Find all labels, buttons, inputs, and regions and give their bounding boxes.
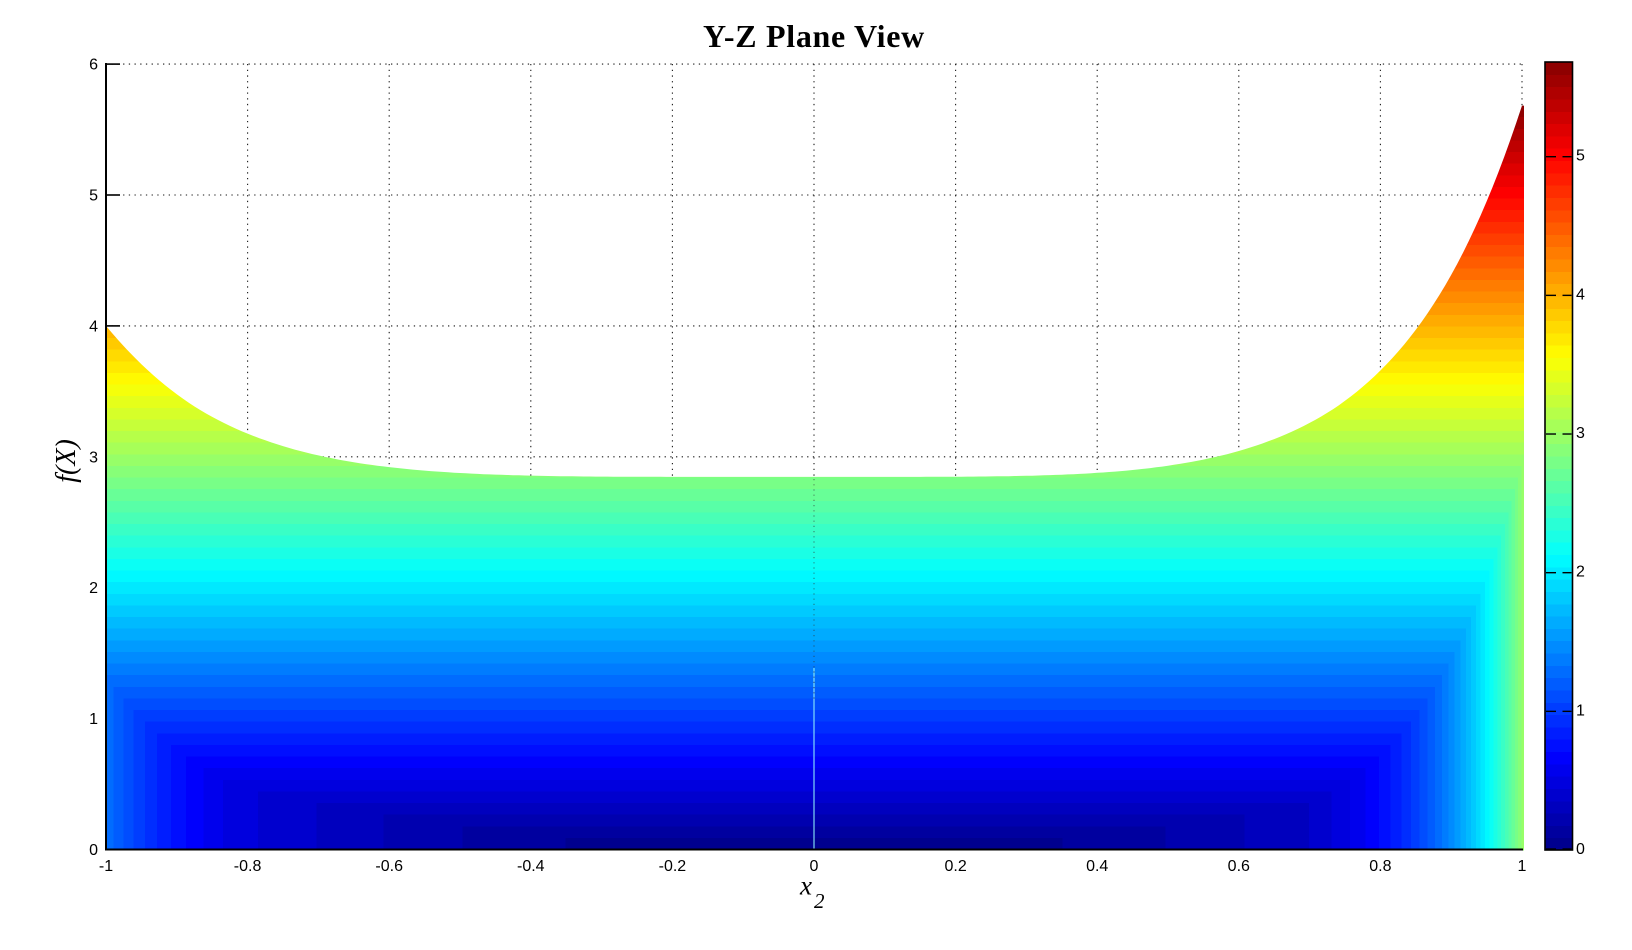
- svg-text:1: 1: [1518, 858, 1527, 875]
- svg-text:0: 0: [89, 842, 98, 859]
- svg-text:-0.8: -0.8: [234, 858, 262, 875]
- svg-text:x: x: [799, 871, 812, 901]
- svg-text:-0.6: -0.6: [375, 858, 403, 875]
- svg-text:0.4: 0.4: [1086, 858, 1108, 875]
- svg-text:0.8: 0.8: [1369, 858, 1391, 875]
- svg-text:5: 5: [89, 188, 98, 205]
- svg-text:4: 4: [89, 318, 98, 335]
- svg-text:2: 2: [89, 580, 98, 597]
- svg-text:5: 5: [1576, 148, 1585, 165]
- svg-text:1: 1: [89, 711, 98, 728]
- svg-text:3: 3: [89, 449, 98, 466]
- svg-text:2: 2: [814, 889, 825, 913]
- svg-text:-0.2: -0.2: [659, 858, 687, 875]
- svg-text:2: 2: [1576, 564, 1585, 581]
- svg-text:Y-Z Plane View: Y-Z Plane View: [703, 18, 925, 54]
- svg-text:f(X): f(X): [51, 439, 82, 483]
- svg-text:1: 1: [1576, 702, 1585, 719]
- svg-text:3: 3: [1576, 425, 1585, 442]
- svg-text:-1: -1: [99, 858, 113, 875]
- svg-text:0: 0: [810, 858, 819, 875]
- svg-text:0.6: 0.6: [1228, 858, 1250, 875]
- svg-text:0.2: 0.2: [944, 858, 966, 875]
- svg-text:-0.4: -0.4: [517, 858, 545, 875]
- svg-text:0: 0: [1576, 841, 1585, 858]
- svg-text:4: 4: [1576, 286, 1585, 303]
- svg-text:6: 6: [89, 57, 98, 74]
